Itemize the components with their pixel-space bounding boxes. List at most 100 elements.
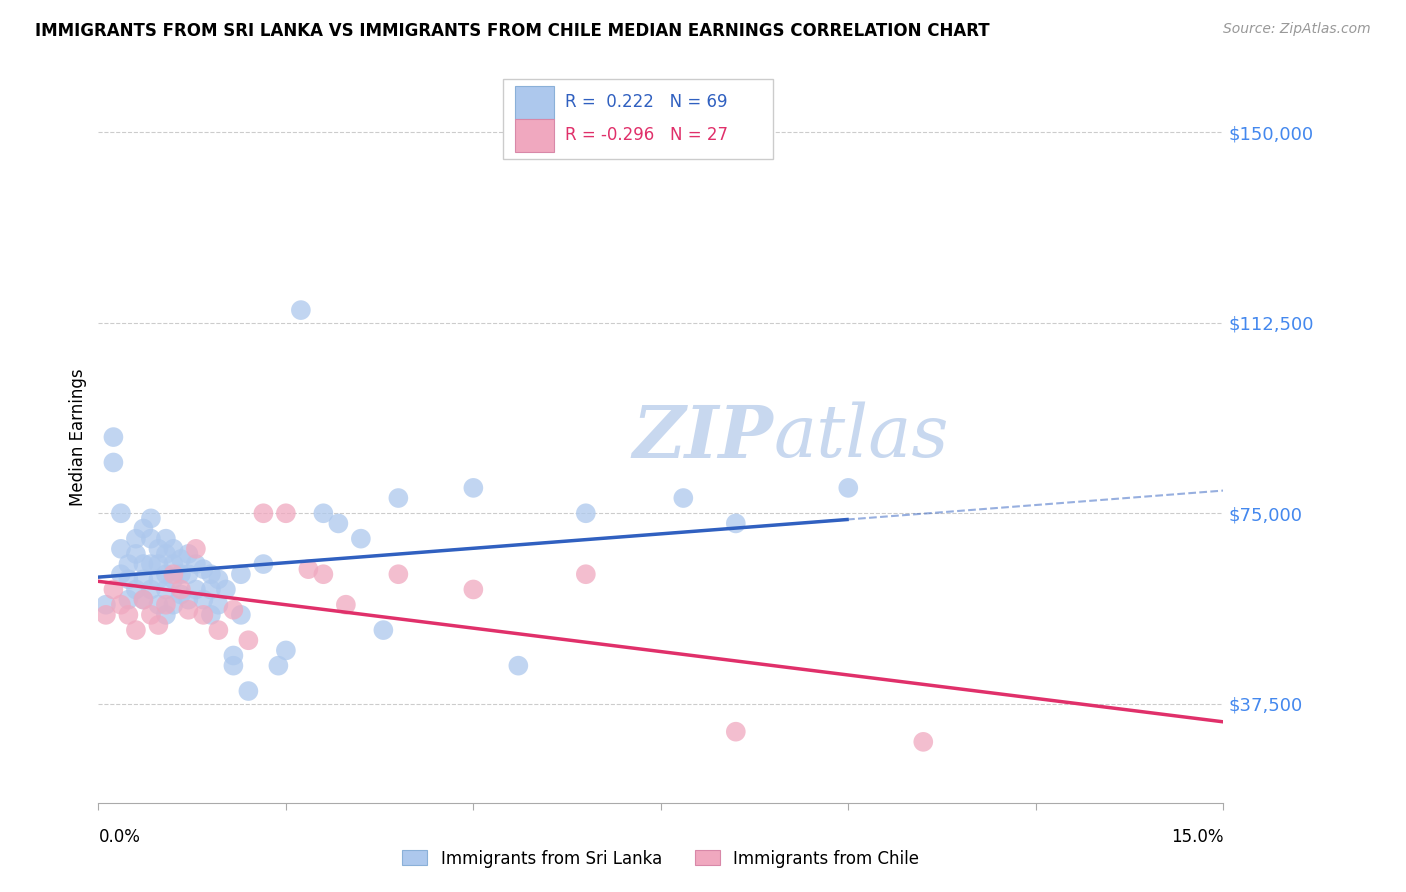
Point [94,607,117,622]
Point [184,582,207,597]
Point [110,567,132,582]
Point [162,557,184,571]
Point [103,582,125,597]
Point [110,506,132,520]
Point [252,506,274,520]
Point [724,724,747,739]
Point [290,303,312,318]
Point [297,562,319,576]
Text: ZIP: ZIP [633,401,773,473]
Point [125,547,148,561]
Point [117,592,139,607]
Point [222,648,245,663]
Point [155,582,177,597]
Text: R =  0.222   N = 69: R = 0.222 N = 69 [565,94,728,112]
Point [200,567,222,582]
Point [193,607,215,622]
Point [162,598,184,612]
Y-axis label: Median Earnings: Median Earnings [69,368,87,506]
Point [222,603,245,617]
Point [155,547,177,561]
Point [193,592,215,607]
Point [328,516,350,531]
Point [575,567,598,582]
Point [177,567,200,582]
Point [139,607,162,622]
Point [207,598,229,612]
Point [117,572,139,586]
Point [103,455,125,469]
Point [177,592,200,607]
Point [148,572,170,586]
Point [170,582,193,597]
Point [162,541,184,556]
Point [148,541,170,556]
Point [125,623,148,637]
Text: Source: ZipAtlas.com: Source: ZipAtlas.com [1223,22,1371,37]
Point [335,598,357,612]
Point [508,658,530,673]
Point [724,516,747,531]
Point [117,607,139,622]
Legend: Immigrants from Sri Lanka, Immigrants from Chile: Immigrants from Sri Lanka, Immigrants fr… [402,849,920,868]
Point [229,607,252,622]
Point [215,582,238,597]
Point [155,598,177,612]
Point [200,607,222,622]
Point [139,532,162,546]
Bar [515,119,554,152]
Point [125,532,148,546]
Point [132,592,155,607]
Text: 15.0%: 15.0% [1171,828,1223,847]
Point [139,511,162,525]
Point [117,557,139,571]
Point [177,547,200,561]
Point [170,552,193,566]
Point [837,481,859,495]
Point [148,618,170,632]
Point [912,735,935,749]
Point [132,521,155,535]
Point [274,643,297,657]
Point [170,588,193,602]
Text: atlas: atlas [773,401,949,473]
Point [387,491,409,505]
Point [238,684,260,698]
Point [312,567,335,582]
Point [252,557,274,571]
FancyBboxPatch shape [503,78,773,159]
Point [312,506,335,520]
Point [229,567,252,582]
Point [184,541,207,556]
Point [139,582,162,597]
Point [267,658,290,673]
Bar [515,86,554,119]
Point [148,598,170,612]
Point [94,598,117,612]
Point [177,603,200,617]
Point [103,430,125,444]
Point [222,658,245,673]
Text: 0.0%: 0.0% [98,828,141,847]
Text: IMMIGRANTS FROM SRI LANKA VS IMMIGRANTS FROM CHILE MEDIAN EARNINGS CORRELATION C: IMMIGRANTS FROM SRI LANKA VS IMMIGRANTS … [35,22,990,40]
Point [125,582,148,597]
Point [162,567,184,582]
Point [139,557,162,571]
Point [463,481,485,495]
Point [162,572,184,586]
Point [575,506,598,520]
Point [463,582,485,597]
Point [200,582,222,597]
Point [170,567,193,582]
Point [155,532,177,546]
Point [155,567,177,582]
Point [110,598,132,612]
Point [184,557,207,571]
Point [155,607,177,622]
Point [132,592,155,607]
Text: R = -0.296   N = 27: R = -0.296 N = 27 [565,127,728,145]
Point [350,532,373,546]
Point [274,506,297,520]
Point [132,572,155,586]
Point [238,633,260,648]
